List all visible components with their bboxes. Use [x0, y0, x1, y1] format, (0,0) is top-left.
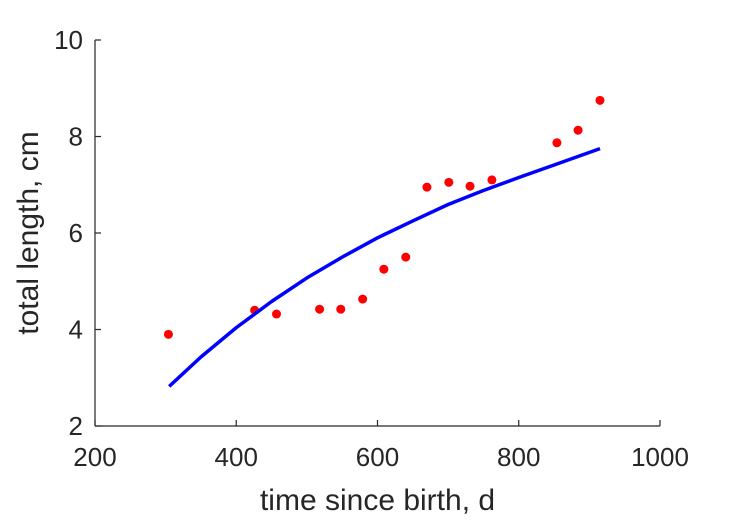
data-point — [573, 125, 583, 135]
plot-series — [163, 95, 605, 388]
data-point — [336, 304, 346, 314]
x-tick-label: 800 — [497, 442, 540, 472]
data-point — [552, 138, 562, 148]
data-point — [315, 304, 325, 314]
y-axis-label: total length, cm — [12, 131, 45, 334]
x-tick-label: 1000 — [631, 442, 689, 472]
data-point — [358, 294, 368, 304]
data-point — [487, 175, 497, 185]
y-tick-label: 6 — [69, 218, 83, 248]
fit-curve — [168, 146, 601, 388]
x-tick-label: 200 — [73, 442, 116, 472]
data-point — [444, 177, 454, 187]
data-point — [163, 329, 173, 339]
y-ticks: 2 4 6 8 10 — [54, 25, 101, 441]
data-point — [379, 264, 389, 274]
x-tick-label: 400 — [215, 442, 258, 472]
axes — [94, 40, 660, 427]
y-tick-label: 2 — [69, 411, 83, 441]
data-point — [595, 95, 605, 105]
y-tick-label: 4 — [69, 315, 83, 345]
x-ticks: 200 400 600 800 1000 — [73, 420, 689, 472]
data-point — [422, 182, 432, 192]
data-point — [401, 252, 411, 262]
data-point — [272, 309, 282, 319]
x-tick-label: 600 — [356, 442, 399, 472]
x-axis-label: time since birth, d — [260, 484, 495, 517]
data-point — [465, 181, 475, 191]
y-tick-label: 10 — [54, 25, 83, 55]
y-tick-label: 8 — [69, 122, 83, 152]
